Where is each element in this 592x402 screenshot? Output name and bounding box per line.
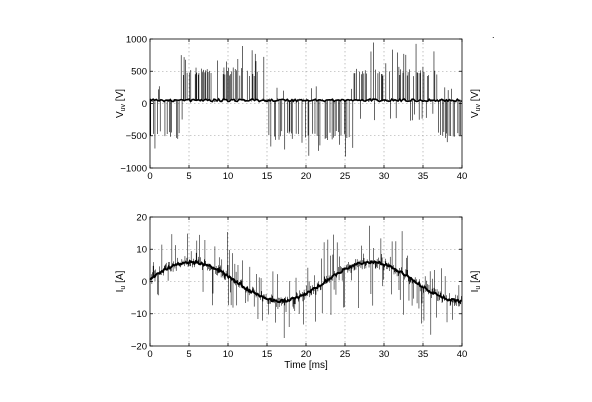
x-tick-label: 15 [262,171,273,182]
voltage-baseline [149,97,461,103]
voltage-y-ticks: −1000 −500 0 500 1000 [120,34,462,174]
x-tick-label: 30 [379,349,390,360]
x-tick-label: 0 [147,171,152,182]
corner-mark: . [492,30,495,40]
current-y-ticks: −20 −10 0 10 20 [131,212,462,352]
y-tick-label: 20 [136,212,147,223]
x-tick-label: 35 [418,349,429,360]
x-tick-label: 40 [457,349,468,360]
current-x-ticks: 0 5 10 15 20 25 30 35 40 [147,217,467,360]
current-plot: 0 5 10 15 20 25 30 35 40 −20 −10 0 10 20 Iu [A] Iu [… [115,212,482,371]
x-tick-label: 20 [301,349,312,360]
x-tick-label: 0 [147,349,152,360]
y-tick-label: −10 [131,309,147,320]
y-tick-label: 1000 [126,34,147,45]
y-tick-label: 500 [131,67,147,78]
x-tick-label: 20 [301,171,312,182]
voltage-plot: 0 5 10 15 20 25 30 35 40 −1000 −500 0 500 1000 Vuv [… [115,34,482,182]
current-ylabel-left: Iu [A] [115,270,127,292]
voltage-plot-grid [150,39,462,168]
y-tick-label: 10 [136,245,147,256]
time-axis-label: Time [ms] [284,360,328,371]
y-tick-label: −20 [131,341,147,352]
y-tick-label: −500 [126,131,147,142]
x-tick-label: 30 [379,171,390,182]
voltage-ylabel-left: Vuv [V] [115,89,127,118]
voltage-x-ticks: 0 5 10 15 20 25 30 35 40 [147,39,467,182]
y-tick-label: 0 [142,277,147,288]
x-tick-label: 25 [340,171,351,182]
y-tick-label: 0 [142,99,147,110]
x-tick-label: 40 [457,171,468,182]
y-tick-label: −1000 [120,163,147,174]
x-tick-label: 35 [418,171,429,182]
current-ylabel-right: Iu [A] [470,270,482,292]
x-tick-label: 5 [186,171,191,182]
voltage-trace [149,42,462,157]
x-tick-label: 15 [262,349,273,360]
current-trace [149,225,463,338]
current-fundamental [149,259,463,304]
x-tick-label: 5 [186,349,191,360]
voltage-ylabel-right: Vuv [V] [470,89,482,118]
x-tick-label: 10 [223,171,234,182]
x-tick-label: 10 [223,349,234,360]
x-tick-label: 25 [340,349,351,360]
